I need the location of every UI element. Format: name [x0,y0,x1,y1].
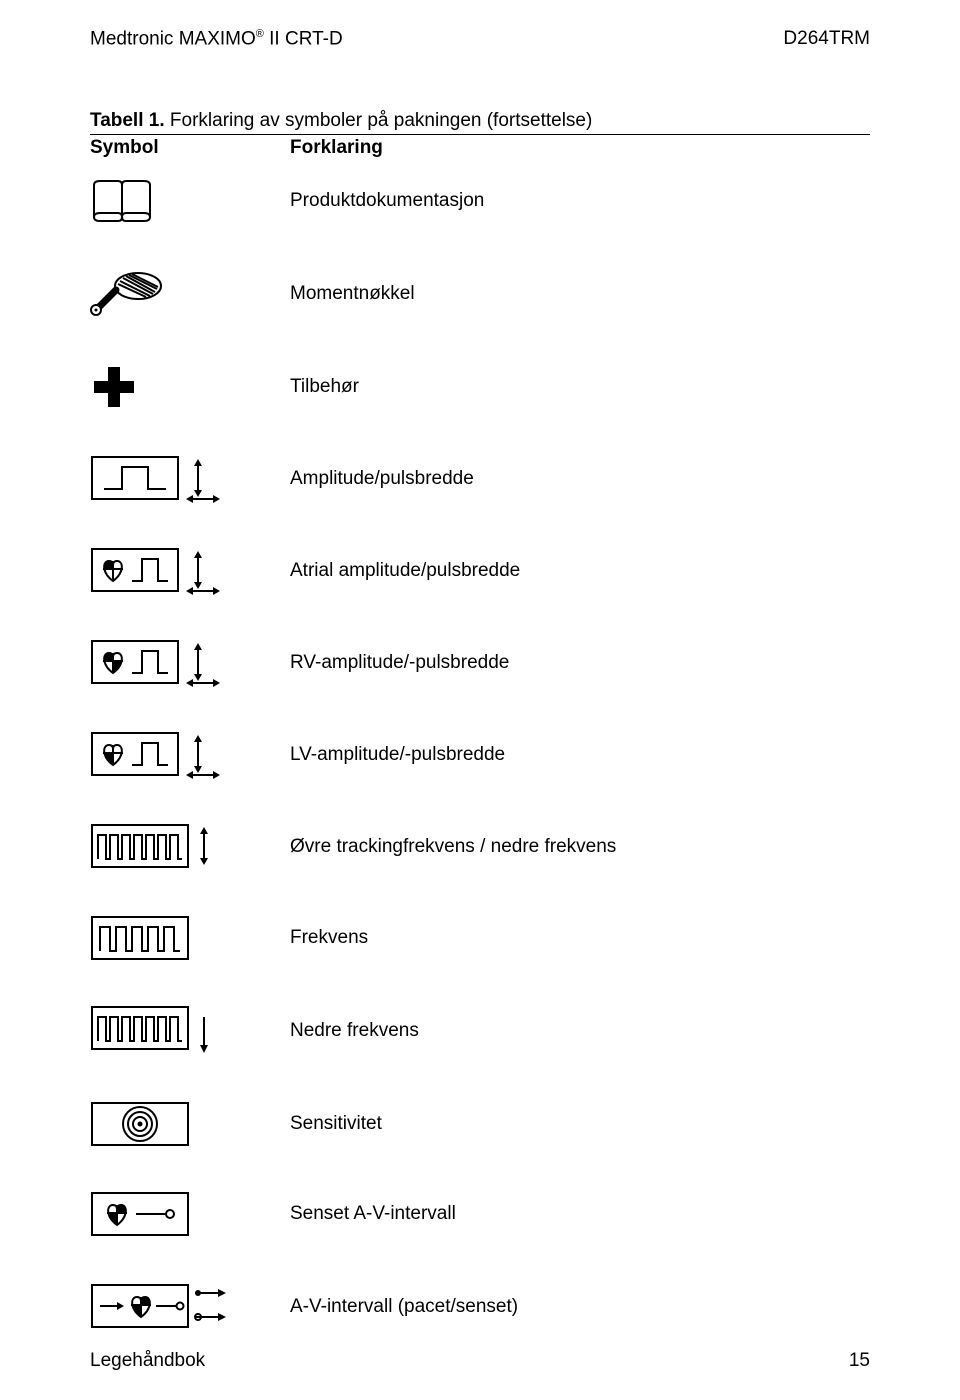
pulse-icon [90,455,220,503]
header-product: Medtronic MAXIMO® II CRT-D [90,28,343,50]
row-label: Amplitude/pulsbredde [290,468,474,490]
table-row: Momentnøkkel [90,269,870,319]
table-row: Senset A-V-intervall [90,1191,870,1237]
av-interval-icon [90,1281,240,1333]
table-row: Amplitude/pulsbredde [90,455,870,503]
rv-pulse-icon [90,639,220,687]
symbol-cell [90,915,290,961]
symbol-cell [90,1005,290,1057]
footer-page-number: 15 [849,1350,870,1372]
table-row: Tilbehør [90,363,870,411]
row-label: Atrial amplitude/pulsbredde [290,560,520,582]
table-row: RV-amplitude/-pulsbredde [90,639,870,687]
table-row: Øvre trackingfrekvens / nedre frekvens [90,823,870,871]
table-row: Produktdokumentasjon [90,177,870,225]
footer-left: Legehåndbok [90,1350,205,1372]
col-forklaring-header: Forklaring [290,137,383,159]
table-row: Frekvens [90,915,870,961]
header-reg-mark: ® [256,28,264,40]
row-label: Sensitivitet [290,1113,382,1135]
row-label: Frekvens [290,927,368,949]
lv-pulse-icon [90,731,220,779]
symbol-cell [90,1281,290,1333]
table-row: Nedre frekvens [90,1005,870,1057]
rate-icon [90,915,190,961]
header-left-suffix: II CRT-D [264,28,343,49]
row-label: LV-amplitude/-pulsbredde [290,744,505,766]
row-label: A-V-intervall (pacet/senset) [290,1296,518,1318]
symbol-cell [90,639,290,687]
header-left-prefix: Medtronic MAXIMO [90,28,256,49]
table-row: LV-amplitude/-pulsbredde [90,731,870,779]
symbol-cell [90,455,290,503]
table-rows: Produktdokumentasjon Momentnøkkel [90,159,870,1333]
page-footer: Legehåndbok 15 [90,1350,870,1372]
symbol-cell [90,269,290,319]
column-headers: Symbol Forklaring [90,135,870,159]
symbol-cell [90,1101,290,1147]
plus-icon [90,363,138,411]
page-header: Medtronic MAXIMO® II CRT-D D264TRM [0,0,960,50]
table-title-row: Tabell 1. Forklaring av symboler på pakn… [90,110,870,135]
torque-wrench-icon [90,269,166,319]
sensitivity-icon [90,1101,190,1147]
upper-lower-rate-icon [90,823,222,871]
row-label: Øvre trackingfrekvens / nedre frekvens [290,836,616,858]
symbol-cell [90,731,290,779]
symbol-cell [90,1191,290,1237]
row-label: Senset A-V-intervall [290,1203,456,1225]
row-label: RV-amplitude/-pulsbredde [290,652,509,674]
table-row: Sensitivitet [90,1101,870,1147]
row-label: Produktdokumentasjon [290,190,484,212]
atrial-pulse-icon [90,547,220,595]
symbol-cell [90,823,290,871]
content-area: Tabell 1. Forklaring av symboler på pakn… [0,50,960,1333]
symbol-cell [90,363,290,411]
header-code: D264TRM [783,28,870,50]
row-label: Nedre frekvens [290,1020,419,1042]
table-row: Atrial amplitude/pulsbredde [90,547,870,595]
col-symbol-header: Symbol [90,137,290,159]
table-number: Tabell 1. [90,110,165,131]
symbol-cell [90,547,290,595]
row-label: Tilbehør [290,376,359,398]
row-label: Momentnøkkel [290,283,415,305]
sensed-av-icon [90,1191,190,1237]
symbol-cell [90,177,290,225]
table-row: A-V-intervall (pacet/senset) [90,1281,870,1333]
table-caption: Forklaring av symboler på pakningen (for… [165,110,593,131]
lower-rate-icon [90,1005,222,1057]
book-icon [90,177,154,225]
